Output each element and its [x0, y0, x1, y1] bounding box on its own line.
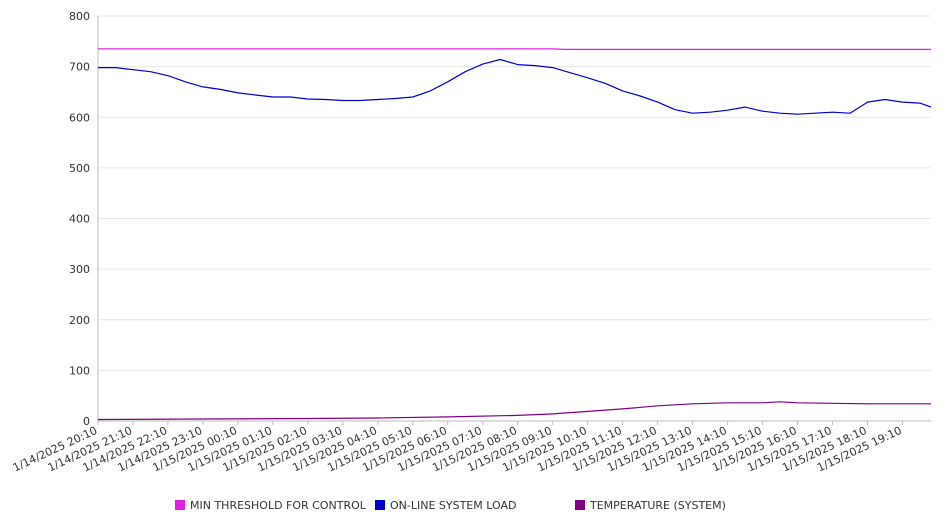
- y-tick-label: 200: [69, 314, 90, 327]
- legend: MIN THRESHOLD FOR CONTROL ON-LINE SYSTEM …: [175, 499, 726, 512]
- y-tick-label: 700: [69, 61, 90, 74]
- legend-swatch: [575, 500, 585, 510]
- y-tick-label: 400: [69, 213, 90, 226]
- y-tick-label: 500: [69, 162, 90, 175]
- x-tick-labels: 1/14/2025 20:101/14/2025 21:101/14/2025 …: [11, 421, 904, 474]
- grid-lines: [98, 15, 931, 371]
- y-tick-label: 600: [69, 111, 90, 124]
- y-tick-label: 100: [69, 364, 90, 377]
- y-tick-label: 0: [83, 415, 90, 428]
- legend-label: ON-LINE SYSTEM LOAD: [390, 499, 516, 512]
- series-line-min-threshold-for-control: [98, 48, 931, 51]
- legend-swatch: [175, 500, 185, 510]
- series-line-on-line-system-load: [98, 58, 932, 115]
- series-lines: [97, 48, 932, 421]
- legend-label: TEMPERATURE (SYSTEM): [589, 499, 726, 512]
- y-tick-label: 800: [69, 10, 90, 23]
- y-tick-label: 300: [69, 263, 90, 276]
- series-line-temperature-system: [97, 401, 931, 421]
- legend-swatch: [375, 500, 385, 510]
- axes: [97, 16, 931, 422]
- y-tick-labels: 0 100 200 300 400 500 600 700 800: [69, 10, 90, 428]
- legend-label: MIN THRESHOLD FOR CONTROL: [190, 499, 367, 512]
